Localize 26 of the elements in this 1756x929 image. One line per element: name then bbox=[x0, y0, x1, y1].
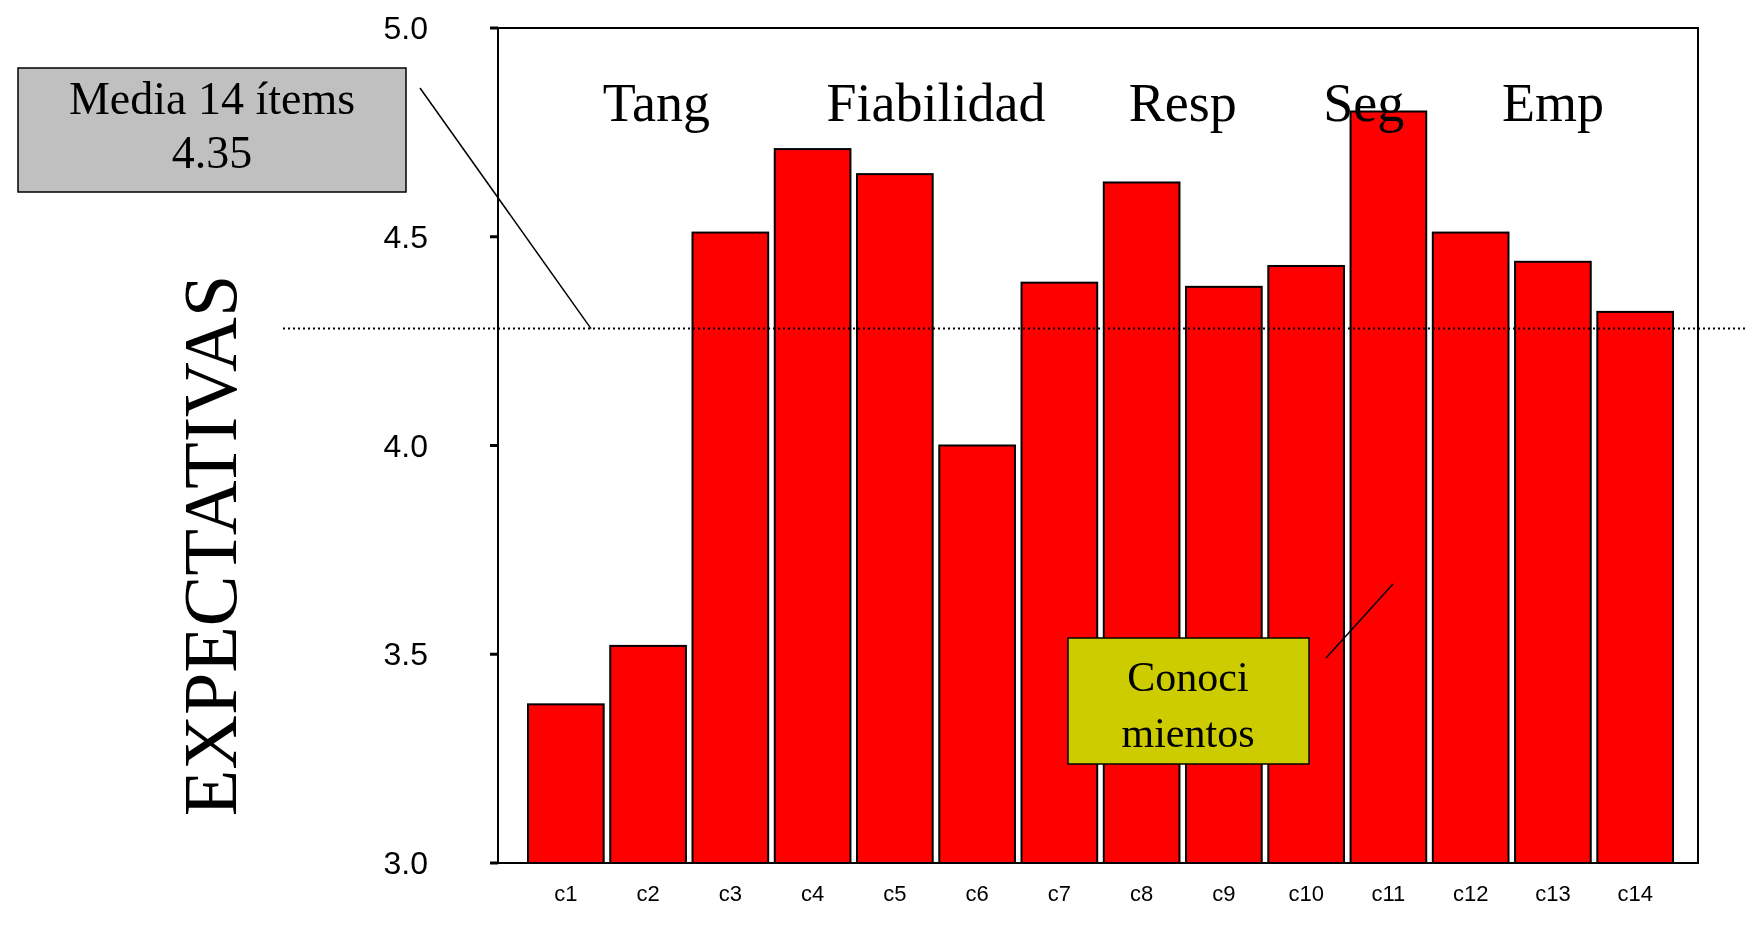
y-axis-title: EXPECTATIVAS bbox=[168, 274, 252, 817]
annotation: Conoci mientos bbox=[1121, 654, 1255, 756]
x-tick-label: c2 bbox=[636, 881, 660, 906]
y-tick-label: 4.0 bbox=[383, 427, 428, 464]
x-tick-label: c1 bbox=[554, 881, 578, 906]
y-tick-label: 3.0 bbox=[383, 845, 428, 882]
ref-line-label: Media 14 ítems 4.35 bbox=[68, 73, 356, 178]
x-tick-label: c11 bbox=[1371, 881, 1406, 906]
x-tick-label: c14 bbox=[1617, 881, 1653, 906]
y-tick-label: 5.0 bbox=[383, 10, 428, 47]
annotation: Emp bbox=[1501, 72, 1604, 133]
annotation: Tang bbox=[602, 72, 710, 133]
x-tick-label: c8 bbox=[1130, 881, 1154, 906]
y-tick-label: 3.5 bbox=[383, 636, 428, 673]
x-tick-label: c12 bbox=[1452, 881, 1489, 906]
x-tick-label: c13 bbox=[1535, 881, 1571, 906]
x-tick-label: c5 bbox=[883, 881, 907, 906]
y-tick-label: 4.5 bbox=[383, 218, 428, 255]
annotation: Resp bbox=[1128, 72, 1237, 133]
x-tick-label: c10 bbox=[1288, 881, 1324, 906]
x-tick-label: c7 bbox=[1047, 881, 1071, 906]
annotation: Fiabilidad bbox=[826, 72, 1046, 133]
x-tick-label: c4 bbox=[800, 881, 825, 906]
x-tick-label: c6 bbox=[965, 881, 989, 906]
x-tick-label: c9 bbox=[1212, 881, 1236, 906]
x-tick-label: c3 bbox=[718, 881, 742, 906]
